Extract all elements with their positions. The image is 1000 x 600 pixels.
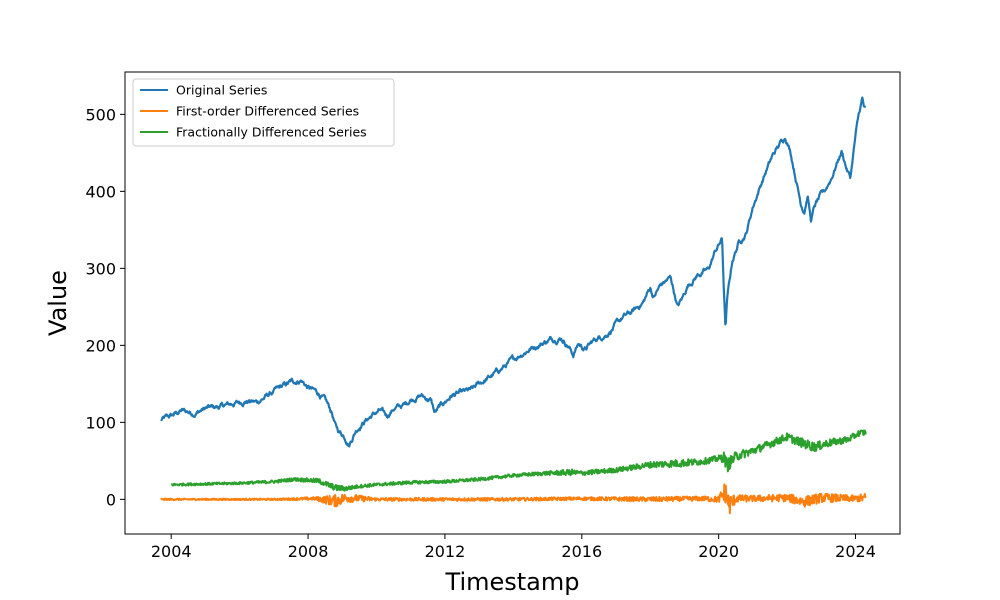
legend: Original Series First-order Differenced S… (132, 78, 395, 147)
x-tick-label: 2024 (835, 542, 876, 561)
x-tick-label: 2004 (151, 542, 192, 561)
axes-frame (124, 71, 901, 535)
x-tick-label: 2012 (425, 542, 466, 561)
y-tick-label: 200 (85, 336, 116, 355)
x-axis-title: Timestamp (445, 568, 580, 596)
y-tick-label: 500 (85, 105, 116, 124)
y-tick-label: 100 (85, 413, 116, 432)
x-tick-label: 2016 (561, 542, 602, 561)
legend-entry: Fractionally Differenced Series (176, 125, 367, 140)
y-axis: 0 100 200 300 400 500 (85, 105, 125, 509)
x-tick-label: 2008 (288, 542, 329, 561)
series-line-3 (170, 429, 867, 492)
legend-box (132, 78, 395, 147)
series-line-2 (160, 483, 867, 515)
y-axis-title: Value (44, 270, 72, 336)
legend-entry: First-order Differenced Series (176, 104, 359, 119)
y-tick-label: 400 (85, 182, 116, 201)
series-line-1 (160, 96, 867, 448)
y-tick-label: 0 (106, 490, 116, 509)
y-tick-label: 300 (85, 259, 116, 278)
plot-area (160, 96, 867, 515)
x-tick-label: 2020 (698, 542, 739, 561)
legend-entry: Original Series (176, 83, 267, 98)
x-axis: 2004 2008 2012 2016 2020 2024 (151, 534, 876, 561)
